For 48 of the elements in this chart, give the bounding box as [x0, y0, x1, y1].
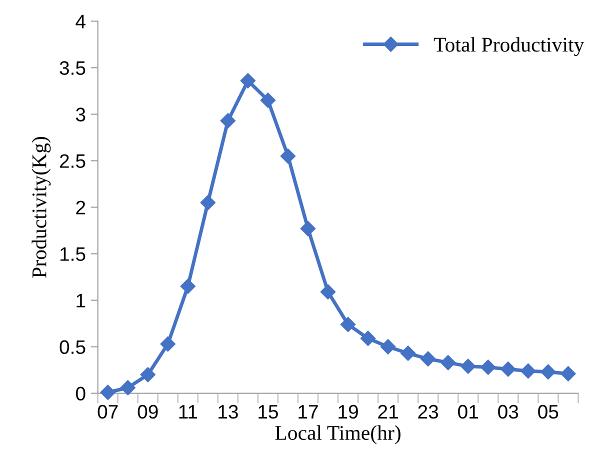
point: [300, 221, 316, 236]
point: [260, 92, 276, 108]
x-axis-title: Local Time(hr): [275, 425, 400, 444]
point: [380, 339, 396, 354]
x-tick-label: 15: [258, 405, 278, 419]
x-tick-label: 11: [179, 405, 198, 418]
legend-label: Total Productivity: [434, 37, 584, 56]
y-tick-label: 3.5: [60, 61, 86, 75]
point: [520, 363, 536, 379]
x-tick-label: 03: [498, 404, 518, 419]
x-tick-label: 23: [418, 404, 438, 419]
x-tick-label: 19: [338, 404, 358, 419]
point: [400, 346, 416, 361]
point: [460, 358, 476, 374]
point: [560, 366, 576, 382]
y-tick-label: 2: [76, 200, 86, 214]
point: [100, 384, 116, 400]
y-tick-label: 1.5: [60, 247, 86, 261]
point: [200, 195, 216, 210]
y-tick-label: 0.5: [60, 340, 86, 354]
y-tick-label: 2.5: [60, 154, 86, 168]
x-tick-label: 09: [138, 404, 158, 419]
y-tick-label: 4: [76, 14, 86, 28]
point: [320, 284, 336, 300]
point: [500, 362, 516, 377]
point: [540, 364, 556, 380]
y-axis-title: Productivity(Kg): [32, 136, 51, 278]
point: [160, 336, 176, 352]
x-tick-label: 13: [218, 404, 238, 419]
x-tick-label: 17: [298, 405, 318, 418]
x-tick-label: 01: [458, 404, 478, 419]
point: [220, 113, 236, 128]
point: [180, 278, 196, 294]
point: [480, 360, 496, 375]
y-tick-label: 3: [76, 108, 86, 122]
x-tick-label: 05: [538, 404, 558, 419]
point: [240, 73, 256, 88]
point: [140, 367, 156, 382]
y-tick-label: 1: [76, 294, 86, 308]
point: [120, 380, 136, 396]
point: [420, 351, 436, 366]
point: [440, 355, 456, 370]
y-tick-label: 0: [76, 386, 86, 401]
point: [340, 316, 356, 332]
point: [280, 148, 296, 164]
x-tick-label: 07: [98, 404, 118, 419]
point: [360, 330, 376, 346]
x-tick-label: 21: [378, 404, 398, 418]
